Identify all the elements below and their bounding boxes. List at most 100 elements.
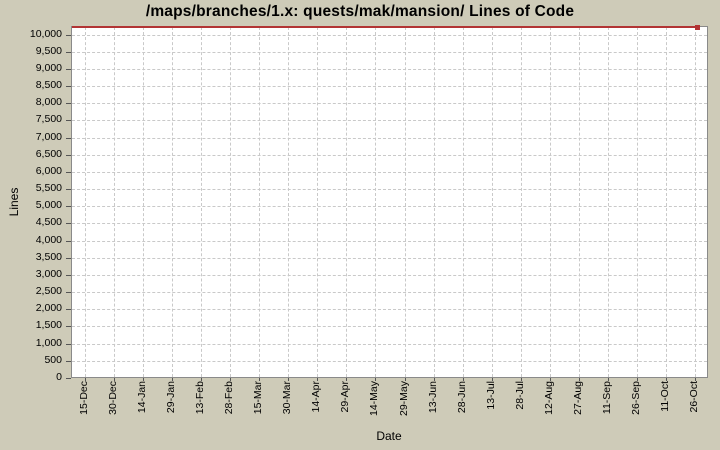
y-tick-label: 2,000 (35, 302, 62, 315)
x-tick-mark (636, 378, 638, 381)
x-tick-label: 14-Jan (136, 381, 149, 414)
x-tick-mark (288, 378, 290, 381)
y-tick-label: 3,000 (35, 267, 62, 280)
y-gridline (72, 189, 707, 191)
y-tick-mark (66, 103, 71, 105)
y-gridline (72, 360, 707, 362)
x-tick-label: 26-Oct (688, 381, 700, 413)
x-tick-mark (462, 378, 464, 381)
x-gridline (491, 27, 493, 377)
y-tick-mark (66, 171, 71, 173)
plot-area (71, 25, 708, 378)
y-gridline (72, 240, 707, 242)
x-tick-label: 30-Mar (281, 381, 294, 415)
x-tick-mark (578, 378, 580, 381)
x-tick-label: 13-Feb (194, 381, 207, 415)
x-tick-mark (230, 378, 232, 381)
y-tick-mark (66, 189, 71, 191)
x-gridline (636, 27, 638, 377)
x-tick-mark (549, 378, 551, 381)
x-tick-mark (114, 378, 116, 381)
x-tick-mark (491, 378, 493, 381)
y-gridline (72, 343, 707, 345)
x-tick-mark (85, 378, 86, 381)
x-tick-label: 28-Jul (513, 381, 526, 410)
x-tick-mark (695, 378, 696, 381)
x-gridline (462, 27, 464, 377)
loc-line-end-marker (695, 25, 700, 30)
y-tick-mark (66, 326, 71, 328)
x-tick-label: 28-Jun (455, 381, 468, 414)
y-tick-label: 10,000 (29, 27, 62, 40)
y-tick-mark (66, 309, 71, 311)
x-gridline (375, 27, 377, 377)
x-tick-label: 14-May (368, 381, 381, 417)
y-gridline (72, 274, 707, 276)
x-tick-label: 14-Apr (310, 381, 323, 413)
y-tick-label: 4,000 (35, 233, 62, 246)
x-tick-mark (404, 378, 406, 381)
y-tick-label: 9,000 (35, 61, 62, 74)
x-tick-mark (607, 378, 609, 381)
x-tick-mark (665, 378, 667, 381)
y-tick-mark (66, 120, 71, 122)
x-gridline (549, 27, 551, 377)
y-tick-label: 0 (56, 371, 62, 383)
y-tick-mark (66, 257, 71, 259)
x-tick-label: 29-Jan (165, 381, 178, 414)
y-gridline (72, 86, 707, 88)
y-tick-label: 1,000 (35, 336, 62, 349)
y-tick-label: 4,500 (35, 216, 62, 229)
y-gridline (72, 223, 707, 225)
x-gridline (695, 27, 696, 377)
x-axis-title: Date (376, 429, 402, 443)
chart-title: /maps/branches/1.x: quests/mak/mansion/ … (145, 3, 575, 20)
x-tick-label: 30-Dec (107, 381, 120, 415)
y-tick-mark (66, 274, 71, 276)
y-gridline (72, 68, 707, 70)
y-tick-label: 9,500 (35, 44, 62, 57)
y-tick-mark (66, 137, 71, 139)
x-gridline (288, 27, 290, 377)
y-gridline (72, 120, 707, 122)
y-tick-mark (66, 154, 71, 156)
y-gridline (72, 292, 707, 294)
y-tick-mark (66, 343, 71, 345)
y-tick-mark (66, 86, 71, 88)
y-tick-label: 7,500 (35, 113, 62, 126)
x-tick-mark (172, 378, 174, 381)
y-tick-label: 8,500 (35, 79, 62, 92)
x-tick-label: 11-Sep (600, 381, 613, 415)
x-tick-mark (375, 378, 377, 381)
y-gridline (72, 34, 707, 36)
y-tick-mark (66, 34, 71, 36)
x-tick-mark (346, 378, 348, 381)
y-gridline (72, 154, 707, 156)
y-tick-label: 5,500 (35, 182, 62, 195)
y-tick-mark (66, 68, 71, 70)
y-tick-label: 6,500 (35, 147, 62, 160)
y-tick-label: 5,000 (35, 199, 62, 212)
x-gridline (114, 27, 116, 377)
y-tick-label: 500 (44, 353, 62, 366)
x-gridline (230, 27, 232, 377)
x-tick-label: 13-Jun (426, 381, 439, 414)
x-tick-mark (259, 378, 261, 381)
x-gridline (85, 27, 86, 377)
y-tick-label: 8,000 (35, 96, 62, 109)
y-tick-mark (66, 360, 71, 362)
y-gridline (72, 257, 707, 259)
x-tick-mark (520, 378, 522, 381)
x-gridline (433, 27, 435, 377)
y-tick-mark (66, 206, 71, 208)
y-tick-label: 2,500 (35, 285, 62, 298)
x-gridline (172, 27, 174, 377)
y-gridline (72, 51, 707, 53)
x-tick-label: 15-Dec (78, 381, 90, 415)
y-tick-mark (66, 378, 71, 379)
x-tick-mark (433, 378, 435, 381)
x-tick-mark (143, 378, 145, 381)
x-tick-label: 26-Sep (629, 381, 642, 415)
y-tick-label: 7,000 (35, 130, 62, 143)
y-tick-label: 1,500 (35, 319, 62, 332)
